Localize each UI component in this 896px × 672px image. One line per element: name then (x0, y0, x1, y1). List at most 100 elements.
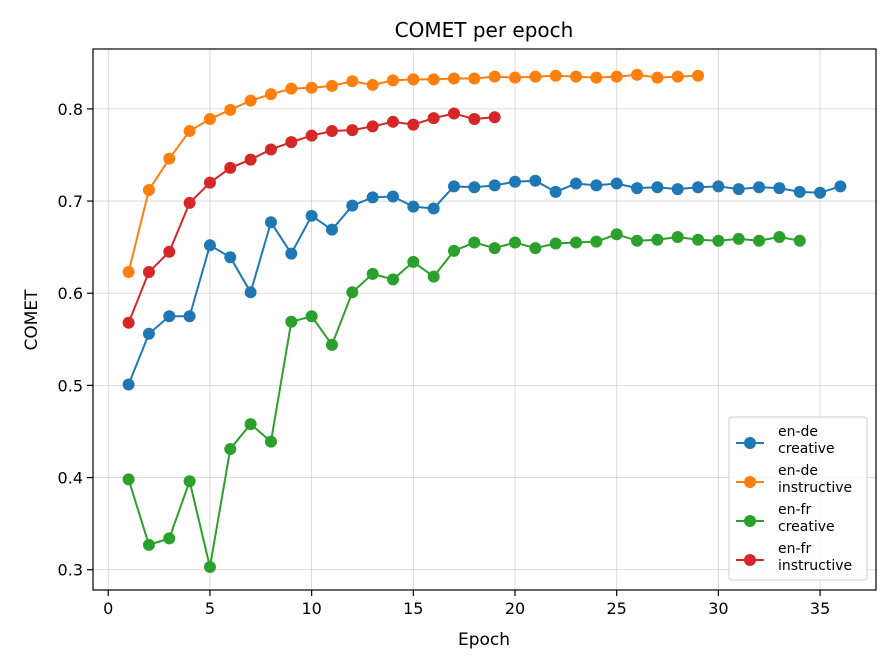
data-point (671, 183, 684, 196)
data-point (305, 209, 318, 222)
data-point (468, 72, 481, 85)
data-point (793, 185, 806, 198)
data-point (610, 228, 623, 241)
data-point (386, 273, 399, 286)
data-point (183, 310, 196, 323)
legend-label: en-fr instructive (778, 541, 852, 574)
data-point (122, 316, 135, 329)
data-point (692, 233, 705, 246)
data-point (325, 223, 338, 236)
data-point (570, 177, 583, 190)
x-axis: 0 5 10 15 20 25 30 35 (103, 590, 830, 618)
data-point (407, 255, 420, 268)
data-point (203, 176, 216, 189)
data-point (712, 234, 725, 247)
series-en-fr-creative (122, 228, 806, 573)
x-tick-label: 30 (708, 599, 728, 618)
data-point (142, 184, 155, 197)
data-point (203, 560, 216, 573)
data-point (488, 111, 501, 124)
series-en-fr-instructive (122, 107, 501, 329)
data-point (183, 475, 196, 488)
data-point (224, 251, 237, 264)
x-tick-label: 35 (810, 599, 830, 618)
x-tick-label: 20 (505, 599, 525, 618)
data-point (753, 234, 766, 247)
x-tick-label: 0 (103, 599, 113, 618)
x-tick-label: 15 (403, 599, 423, 618)
data-point (814, 186, 827, 199)
data-point (509, 175, 522, 188)
data-point (325, 125, 338, 138)
data-point (692, 181, 705, 194)
series-layer (122, 68, 847, 573)
data-point (732, 232, 745, 245)
data-point (427, 270, 440, 283)
data-point (366, 120, 379, 133)
legend-label: en-de instructive (778, 463, 852, 496)
x-axis-label: Epoch (458, 630, 510, 650)
data-point (671, 231, 684, 244)
series-en-de-creative (122, 174, 847, 391)
legend-label-line: en-fr (778, 541, 811, 557)
data-point (142, 327, 155, 340)
data-point (570, 70, 583, 83)
data-point (427, 112, 440, 125)
legend-marker (744, 554, 756, 566)
y-tick-label: 0.4 (58, 469, 83, 488)
data-point (631, 234, 644, 247)
data-point (529, 174, 542, 187)
legend-entry: en-de creative (736, 424, 835, 457)
data-point (407, 118, 420, 131)
chart-title: COMET per epoch (395, 18, 574, 42)
data-point (651, 71, 664, 84)
data-point (549, 185, 562, 198)
legend-label-line: creative (778, 519, 835, 535)
data-point (570, 236, 583, 249)
data-point (224, 442, 237, 455)
data-point (325, 79, 338, 92)
data-point (590, 71, 603, 84)
data-point (407, 73, 420, 86)
legend-box (728, 416, 868, 581)
data-point (122, 378, 135, 391)
data-point (244, 94, 257, 107)
data-point (305, 81, 318, 94)
legend-marker (744, 515, 756, 527)
data-point (631, 182, 644, 195)
data-point (163, 532, 176, 545)
data-point (305, 129, 318, 142)
data-point (692, 69, 705, 82)
legend-label-line: en-de (778, 424, 818, 440)
x-tick-label: 10 (301, 599, 321, 618)
legend-entry: en-de instructive (736, 463, 852, 496)
data-point (285, 315, 298, 328)
legend-label-line: instructive (778, 480, 852, 496)
data-point (834, 180, 847, 193)
y-tick-label: 0.7 (58, 192, 83, 211)
y-tick-label: 0.6 (58, 284, 83, 303)
data-point (244, 418, 257, 431)
data-point (183, 125, 196, 138)
data-point (488, 179, 501, 192)
data-point (366, 78, 379, 91)
data-point (264, 216, 277, 229)
data-point (671, 70, 684, 83)
data-point (773, 231, 786, 244)
data-point (122, 473, 135, 486)
data-point (712, 180, 725, 193)
data-point (346, 75, 359, 88)
data-point (264, 143, 277, 156)
legend-label-line: instructive (778, 558, 852, 574)
data-point (285, 247, 298, 260)
data-point (305, 310, 318, 323)
data-point (386, 74, 399, 87)
data-point (346, 124, 359, 137)
x-tick-label: 5 (205, 599, 215, 618)
legend-marker (744, 476, 756, 488)
y-axis-label: COMET (22, 289, 42, 351)
series-en-de-instructive (122, 68, 705, 279)
data-point (427, 202, 440, 215)
data-point (244, 153, 257, 166)
